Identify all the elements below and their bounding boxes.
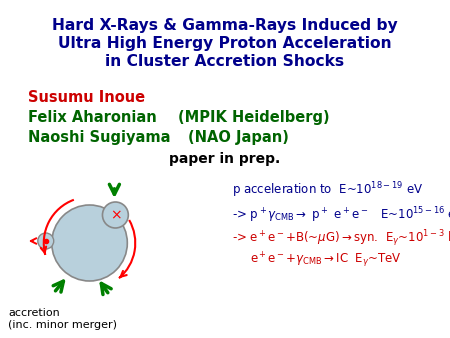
Text: accretion
(inc. minor merger): accretion (inc. minor merger) (8, 308, 117, 330)
Text: Ultra High Energy Proton Acceleration: Ultra High Energy Proton Acceleration (58, 36, 392, 51)
Circle shape (103, 202, 128, 228)
Text: -> p$^+\gamma_{\rm CMB}$$\rightarrow$ p$^+$ e$^+$e$^-$   E~10$^{15-16}$ eV: -> p$^+\gamma_{\rm CMB}$$\rightarrow$ p$… (232, 205, 450, 224)
Text: Naoshi Sugiyama: Naoshi Sugiyama (28, 130, 171, 145)
Text: -> e$^+$e$^-$+B(~$\mu$G)$\rightarrow$syn.  E$_\gamma$~10$^{1-3}$ keV: -> e$^+$e$^-$+B(~$\mu$G)$\rightarrow$syn… (232, 228, 450, 249)
Text: e$^+$e$^-$+$\gamma_{\rm CMB}$$\rightarrow$IC  E$_\gamma$~TeV: e$^+$e$^-$+$\gamma_{\rm CMB}$$\rightarro… (250, 251, 402, 270)
Text: Felix Aharonian: Felix Aharonian (28, 110, 157, 125)
Text: Susumu Inoue: Susumu Inoue (28, 90, 145, 105)
Text: in Cluster Accretion Shocks: in Cluster Accretion Shocks (105, 54, 345, 69)
Text: Hard X-Rays & Gamma-Rays Induced by: Hard X-Rays & Gamma-Rays Induced by (52, 18, 398, 33)
Text: paper in prep.: paper in prep. (169, 152, 281, 166)
Text: (NAO Japan): (NAO Japan) (188, 130, 289, 145)
Text: (MPIK Heidelberg): (MPIK Heidelberg) (178, 110, 329, 125)
Text: p acceleration to  E~10$^{18-19}$ eV: p acceleration to E~10$^{18-19}$ eV (232, 180, 423, 200)
Text: $\times$: $\times$ (109, 208, 121, 222)
Circle shape (38, 233, 54, 249)
Circle shape (52, 205, 127, 281)
